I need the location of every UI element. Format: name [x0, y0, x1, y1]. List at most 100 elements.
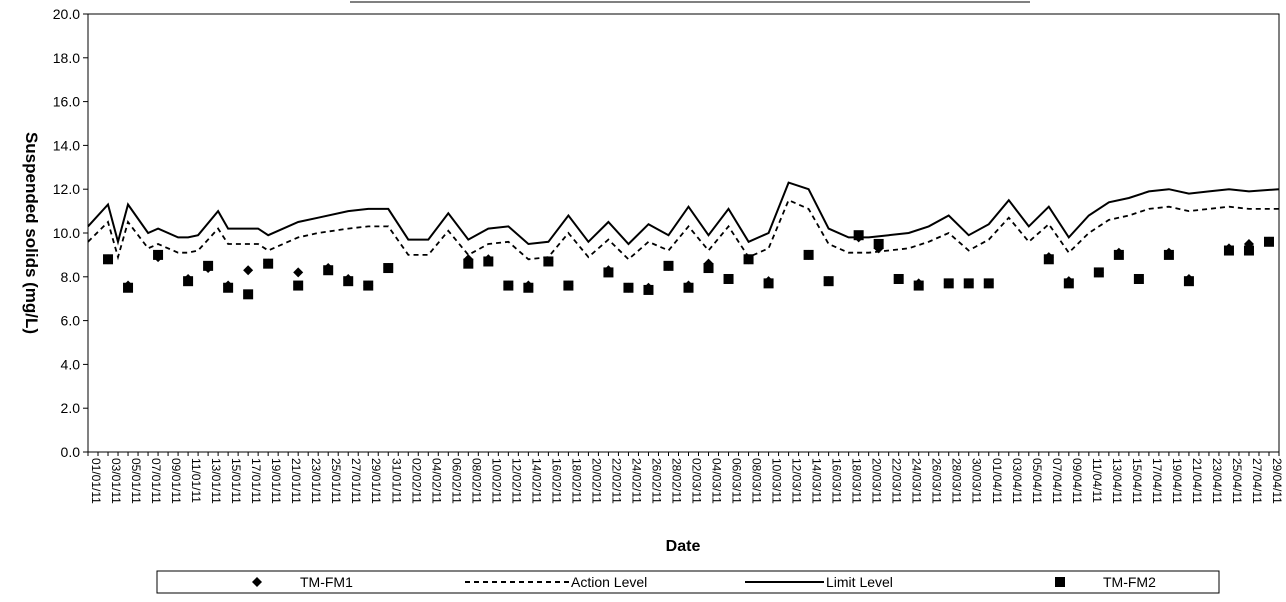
legend-box: [156, 570, 1220, 594]
x-tick-label: 06/02/11: [449, 458, 463, 504]
tm-fm2-point: [263, 258, 274, 269]
tm-fm2-point: [1183, 276, 1194, 287]
x-tick-label: 28/02/11: [669, 458, 683, 504]
x-tick-label: 06/03/11: [730, 458, 744, 504]
legend-label: TM-FM1: [300, 574, 353, 590]
y-axis-label: Suspended solids (mg/L): [22, 132, 41, 334]
x-tick-label: 04/03/11: [710, 458, 724, 504]
x-tick-label: 11/04/11: [1090, 458, 1104, 503]
x-tick-label: 01/01/11: [89, 458, 103, 504]
x-tick-label: 10/02/11: [489, 458, 503, 504]
tm-fm2-point: [293, 280, 304, 291]
y-tick-label: 16.0: [53, 94, 80, 110]
tm-fm2-point: [1243, 245, 1254, 256]
tm-fm2-point: [383, 263, 394, 274]
x-tick-label: 16/03/11: [830, 458, 844, 504]
x-tick-label: 09/04/11: [1070, 458, 1084, 504]
x-tick-label: 30/03/11: [970, 458, 984, 504]
tm-fm2-point: [853, 230, 864, 241]
x-tick-label: 27/04/11: [1250, 458, 1264, 504]
tm-fm2-point: [763, 278, 774, 289]
y-tick-label: 18.0: [53, 50, 80, 66]
tm-fm2-point: [743, 254, 754, 265]
x-tick-label: 02/02/11: [409, 458, 423, 504]
y-tick-label: 8.0: [61, 269, 81, 285]
tm-fm2-point: [483, 256, 494, 267]
legend-label: Limit Level: [826, 574, 893, 590]
tm-fm2-point: [963, 278, 974, 289]
tm-fm2-point: [603, 267, 614, 278]
tm-fm2-point: [323, 265, 334, 276]
x-tick-label: 12/02/11: [509, 458, 523, 504]
x-tick-label: 15/01/11: [229, 458, 243, 504]
tm-fm2-point: [1263, 236, 1274, 247]
tm-fm2-point: [823, 276, 834, 287]
x-tick-label: 19/01/11: [269, 458, 283, 504]
tm-fm2-point: [153, 249, 164, 260]
x-tick-label: 13/01/11: [209, 458, 223, 504]
x-tick-label: 27/01/11: [349, 458, 363, 504]
tm-fm1-point: [293, 267, 304, 278]
x-tick-label: 31/01/11: [389, 458, 403, 504]
tm-fm2-point: [723, 273, 734, 284]
y-tick-label: 0.0: [61, 444, 81, 460]
tm-fm2-point: [223, 282, 234, 293]
x-tick-label: 02/03/11: [690, 458, 704, 504]
x-tick-label: 20/03/11: [870, 458, 884, 504]
x-tick-label: 22/03/11: [890, 458, 904, 504]
tm-fm2-point: [913, 280, 924, 291]
x-tick-label: 25/01/11: [329, 458, 343, 504]
x-tick-label: 21/04/11: [1190, 458, 1204, 504]
x-tick-label: 07/01/11: [149, 458, 163, 504]
x-tick-label: 26/02/11: [649, 458, 663, 504]
legend-marker-tm-fm2: [1055, 577, 1065, 587]
x-tick-label: 05/04/11: [1030, 458, 1044, 504]
tm-fm2-point: [1163, 249, 1174, 260]
tm-fm2-point: [643, 284, 654, 295]
tm-fm2-point: [663, 260, 674, 271]
x-tick-label: 29/04/11: [1270, 458, 1284, 504]
y-tick-label: 2.0: [61, 400, 81, 416]
x-tick-label: 08/02/11: [469, 458, 483, 504]
tm-fm2-point: [1113, 249, 1124, 260]
x-tick-label: 14/02/11: [529, 458, 543, 504]
y-ticks: 0.0 2.0 4.0 6.0 8.0 10.0 12.0 14.0 16.0 18.0 20.0: [53, 6, 88, 460]
x-tick-label: 03/04/11: [1010, 458, 1024, 504]
y-tick-label: 20.0: [53, 6, 80, 22]
tm-fm2-point: [123, 282, 134, 293]
tm-fm2-point: [1223, 245, 1234, 256]
tm-fm2-point: [463, 258, 474, 269]
x-tick-label: 18/03/11: [850, 458, 864, 504]
x-tick-label: 24/03/11: [910, 458, 924, 504]
tm-fm2-point: [703, 263, 714, 274]
x-tick-label: 16/02/11: [549, 458, 563, 504]
x-tick-label: 18/02/11: [569, 458, 583, 504]
legend: TM-FM1 Action Level Limit Level TM-FM2: [156, 570, 1220, 594]
tm-fm2-point: [363, 280, 374, 291]
tm-fm2-point: [203, 260, 214, 271]
tm-fm2-point: [873, 238, 884, 249]
action-level-line: [87, 199, 1279, 261]
y-tick-label: 12.0: [53, 181, 80, 197]
tm-fm2-point: [893, 273, 904, 284]
x-tick-label: 17/01/11: [249, 458, 263, 504]
x-tick-label: 10/03/11: [770, 458, 784, 504]
axes: [87, 1, 1280, 453]
x-tick-label: 01/04/11: [990, 458, 1004, 504]
x-tick-label: 17/04/11: [1150, 458, 1164, 504]
tm-fm2-point: [103, 254, 114, 265]
x-tick-label: 13/04/11: [1110, 458, 1124, 504]
tm-fm2-point: [943, 278, 954, 289]
x-tick-label: 28/03/11: [950, 458, 964, 504]
x-tick-label: 21/01/11: [289, 458, 303, 504]
tm-fm2-point: [623, 282, 634, 293]
y-tick-label: 10.0: [53, 225, 80, 241]
tm-fm1-point: [243, 265, 254, 276]
x-axis-label: Date: [666, 538, 701, 555]
x-tick-label: 25/04/11: [1230, 458, 1244, 504]
tm-fm2-point: [523, 282, 534, 293]
x-tick-label: 04/02/11: [429, 458, 443, 504]
tm-fm2-point: [1063, 278, 1074, 289]
